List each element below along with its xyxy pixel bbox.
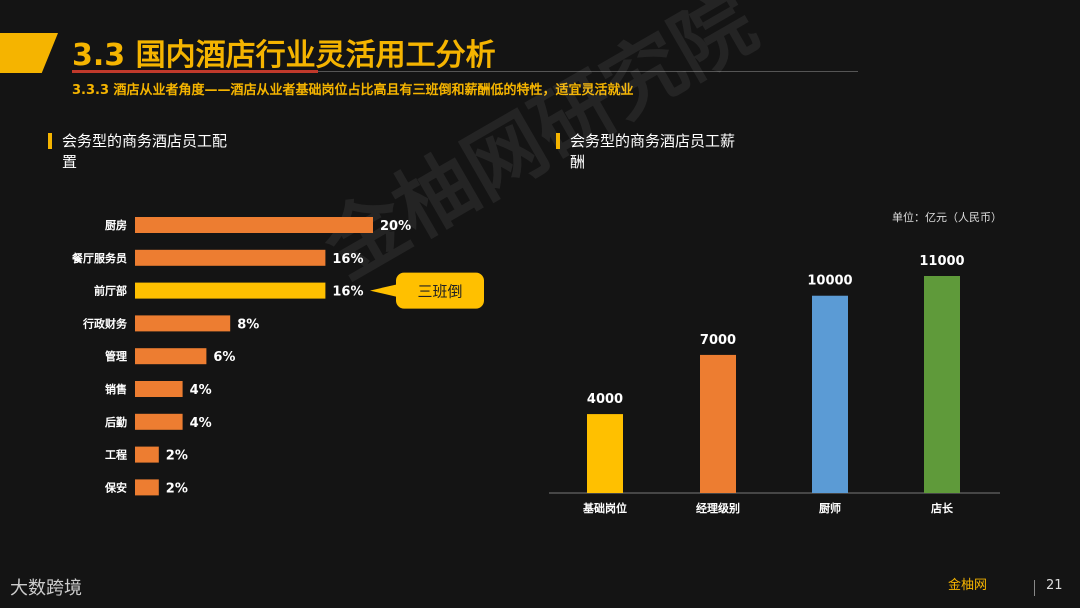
category-label: 经理级别 — [696, 501, 740, 515]
title-underline — [72, 70, 318, 73]
value-label: 16% — [332, 252, 363, 267]
left-chart-title: 会务型的商务酒店员工配 置 — [48, 131, 228, 173]
page-title: 3.3 国内酒店行业灵活用工分析 — [72, 38, 496, 73]
right-chart-title-line2: 酬 — [570, 153, 586, 171]
category-label: 店长 — [931, 501, 954, 515]
right-chart-title-line1: 会务型的商务酒店员工薪 — [570, 132, 736, 150]
footer-logo: 大数跨境 — [10, 578, 82, 599]
value-label: 4000 — [587, 392, 623, 407]
callout-pointer — [370, 284, 396, 297]
category-label: 餐厅服务员 — [71, 251, 127, 265]
title-rule — [318, 71, 858, 72]
bar — [135, 249, 326, 266]
category-label: 保安 — [104, 480, 127, 494]
category-label: 管理 — [105, 349, 127, 363]
value-label: 16% — [332, 285, 363, 300]
value-label: 10000 — [807, 274, 852, 289]
category-label: 基础岗位 — [582, 501, 627, 515]
value-label: 6% — [213, 350, 235, 365]
value-label: 4% — [190, 383, 212, 398]
bar — [135, 348, 207, 365]
value-label: 4% — [190, 416, 212, 431]
unit-label: 单位：亿元（人民币） — [892, 211, 1002, 224]
right-title-marker — [556, 133, 560, 149]
footer-separator — [1034, 580, 1035, 596]
bar — [700, 354, 736, 493]
category-label: 后勤 — [105, 415, 127, 429]
left-chart-title-line2: 置 — [62, 153, 78, 171]
value-label: 11000 — [919, 254, 964, 269]
value-label: 8% — [237, 317, 259, 332]
value-label: 2% — [166, 481, 188, 496]
bar — [135, 217, 373, 233]
bar — [135, 381, 183, 397]
bar — [924, 276, 960, 493]
category-label: 销售 — [105, 382, 127, 396]
category-label: 前厅部 — [94, 284, 127, 298]
bar — [135, 282, 326, 299]
callout-label: 三班倒 — [417, 283, 462, 301]
category-label: 厨房 — [105, 218, 127, 232]
callout-box — [396, 272, 484, 309]
brand-logo: 金柚网 — [948, 578, 988, 593]
page-number: 21 — [1046, 578, 1063, 593]
category-label: 行政财务 — [82, 316, 128, 330]
bar — [135, 413, 183, 430]
bar — [587, 414, 623, 493]
category-label: 工程 — [105, 448, 127, 462]
value-label: 2% — [166, 449, 188, 464]
value-label: 7000 — [700, 333, 736, 348]
bar — [135, 446, 159, 463]
left-chart-title-line1: 会务型的商务酒店员工配 — [62, 132, 228, 150]
bar — [812, 295, 848, 493]
right-chart-title: 会务型的商务酒店员工薪 酬 — [556, 131, 736, 173]
page-subtitle: 3.3.3 酒店从业者角度——酒店从业者基础岗位占比高且有三班倒和薪酬低的特性，… — [72, 83, 634, 98]
bar — [135, 315, 231, 332]
left-title-marker — [48, 133, 52, 149]
bar — [135, 479, 159, 496]
category-label: 厨师 — [819, 501, 841, 515]
value-label: 20% — [380, 219, 411, 234]
